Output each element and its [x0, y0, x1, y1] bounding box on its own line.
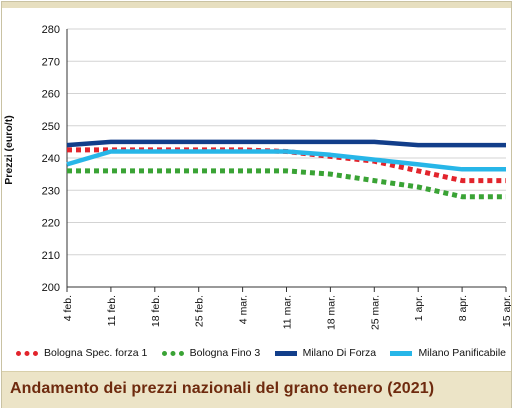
legend-swatch-milano-di-forza [274, 350, 297, 356]
y-tick-label: 220 [42, 218, 60, 230]
x-tick-label: 4 feb. [62, 295, 74, 321]
y-tick-label: 230 [42, 185, 60, 197]
legend-label: Milano Panificabile [418, 347, 506, 359]
y-tick-label: 270 [42, 56, 60, 68]
x-tick-label: 18 feb. [150, 295, 162, 327]
legend-label: Bologna Fino 3 [189, 347, 261, 359]
legend-label: Milano Di Forza [302, 347, 377, 359]
series-line-milano-panificabile [66, 149, 506, 172]
legend-swatch-milano-panificabile [390, 350, 413, 356]
y-tick-label: 260 [42, 89, 60, 101]
x-tick-label: 18 mar. [325, 295, 337, 330]
y-axis-label: Prezzi (euro/t) [3, 115, 15, 185]
legend-swatch-bologna-spec-forza-1 [16, 350, 38, 356]
legend: Bologna Spec. forza 1 Bologna Fino 3 Mil… [16, 344, 506, 362]
x-tick-label: 11 mar. [282, 295, 294, 329]
top-strip [2, 2, 511, 8]
legend-item: Bologna Fino 3 [161, 347, 261, 359]
x-tick-label: 15 apr. [501, 295, 511, 327]
legend-item: Milano Di Forza [274, 347, 377, 359]
x-tick-label: 1 apr. [413, 295, 425, 321]
x-tick-label: 8 apr. [457, 295, 469, 321]
series-line-milano-di-forza [66, 139, 506, 148]
y-tick-label: 280 [42, 24, 60, 36]
legend-swatch-bologna-fino-3 [161, 350, 184, 356]
y-tick-label: 250 [42, 121, 60, 133]
legend-item: Milano Panificabile [390, 347, 506, 359]
chart-title: Andamento dei prezzi nazionali del grano… [10, 380, 435, 397]
y-tick-label: 240 [42, 153, 60, 165]
x-tick-label: 25 feb. [194, 295, 206, 327]
x-tick-label: 4 mar. [238, 295, 250, 324]
x-tick-label: 11 feb. [106, 295, 118, 326]
x-tick-label: 25 mar. [369, 295, 381, 330]
legend-label: Bologna Spec. forza 1 [44, 347, 148, 359]
line-chart: 200 210 220 230 240 250 260 270 280 4 feb. 11 feb.… [42, 24, 511, 330]
footer-banner: Andamento dei prezzi nazionali del grano… [2, 371, 511, 408]
legend-item: Bologna Spec. forza 1 [16, 347, 147, 359]
y-tick-label: 200 [42, 282, 60, 294]
y-tick-label: 210 [42, 250, 60, 262]
series-line-bologna-fino-3 [67, 168, 506, 200]
